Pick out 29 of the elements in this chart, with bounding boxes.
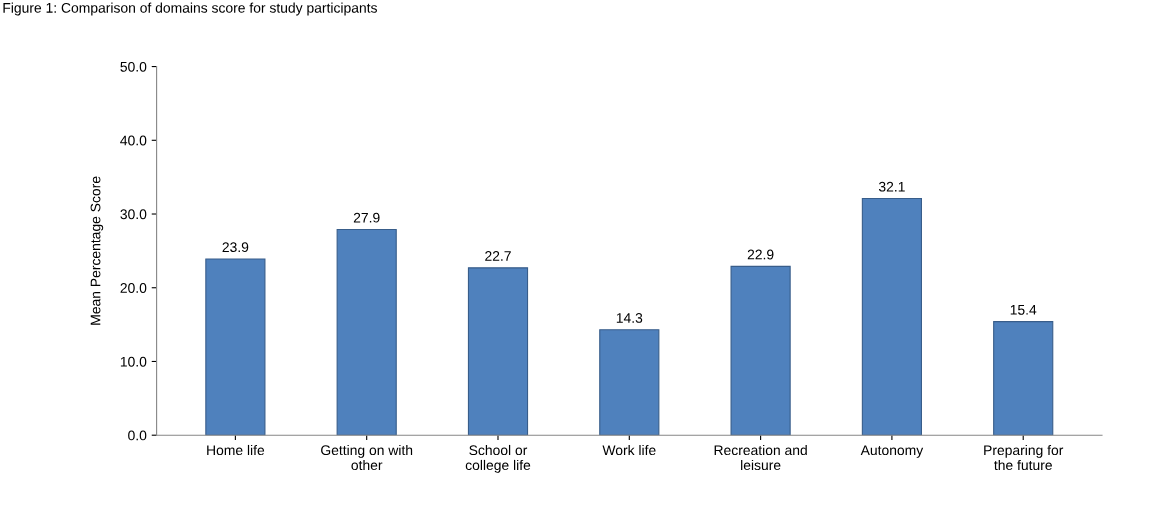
bar bbox=[730, 265, 791, 436]
x-tick-label: Home life bbox=[207, 444, 265, 456]
y-tick-label: 0.0 bbox=[128, 430, 147, 441]
data-label: 14.3 bbox=[616, 313, 643, 323]
y-tick-label: 50.0 bbox=[120, 61, 147, 72]
y-tick-label: 30.0 bbox=[120, 209, 147, 220]
bar bbox=[467, 267, 529, 436]
x-tick-label: School or college life bbox=[465, 444, 531, 473]
data-label: 23.9 bbox=[222, 242, 249, 253]
y-tick-label: 20.0 bbox=[120, 283, 147, 293]
x-tick-label: Getting on with other bbox=[321, 444, 413, 471]
bar bbox=[336, 228, 397, 436]
y-axis-title: Mean Percentage Score bbox=[90, 176, 104, 325]
bar bbox=[993, 321, 1054, 436]
data-label: 32.1 bbox=[878, 181, 905, 192]
chart-title: Figure 1: Comparison of domains score for study participants bbox=[3, 2, 377, 16]
x-tick-label: Recreation and leisure bbox=[714, 444, 807, 471]
data-label: 22.9 bbox=[747, 249, 774, 260]
y-tick-label: 40.0 bbox=[120, 135, 147, 146]
data-label: 15.4 bbox=[1010, 305, 1037, 315]
bar bbox=[861, 197, 923, 436]
bar bbox=[599, 329, 660, 436]
data-label: 27.9 bbox=[353, 212, 380, 223]
x-tick-label: Preparing for the future bbox=[984, 444, 1064, 471]
x-tick-label: Work life bbox=[602, 444, 656, 456]
y-tick-label: 10.0 bbox=[120, 356, 147, 367]
data-label: 22.7 bbox=[485, 251, 511, 261]
x-tick-label: Autonomy bbox=[860, 445, 924, 458]
bar bbox=[205, 258, 266, 436]
